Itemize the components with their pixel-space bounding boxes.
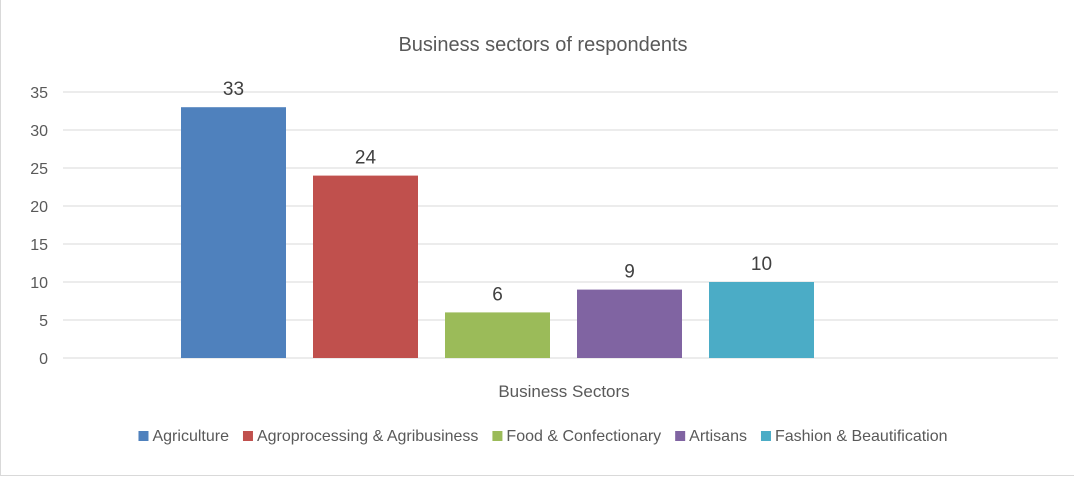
legend-label: Food & Confectionary — [506, 428, 661, 445]
y-tick-label: 30 — [30, 123, 48, 140]
legend-label: Artisans — [689, 428, 747, 445]
y-tick-label: 0 — [39, 351, 48, 368]
data-label: 24 — [355, 148, 377, 169]
bar-2 — [313, 175, 418, 358]
gridlines — [63, 91, 1058, 359]
legend-label: Agroprocessing & Agribusiness — [257, 428, 478, 445]
y-tick-label: 5 — [39, 313, 48, 330]
bar-3 — [445, 312, 550, 358]
bar-5 — [709, 282, 814, 358]
data-labels: 33 24 6 9 10 — [223, 79, 772, 305]
x-axis-title: Business Sectors — [498, 382, 629, 401]
bar-1 — [181, 107, 286, 358]
legend-swatch — [760, 431, 771, 441]
legend-swatch — [242, 431, 253, 441]
chart-title: Business sectors of respondents — [398, 34, 687, 56]
legend-swatch — [492, 431, 503, 441]
data-label: 6 — [492, 284, 503, 305]
data-label: 9 — [624, 262, 635, 283]
bars — [181, 107, 814, 358]
legend-label: Fashion & Beautification — [775, 428, 948, 445]
legend-swatch — [675, 431, 686, 441]
legend-label: Agriculture — [152, 428, 229, 445]
legend: Agriculture Agroprocessing & Agribusiness… — [138, 428, 948, 445]
bar-4 — [577, 289, 682, 358]
y-tick-label: 15 — [30, 237, 48, 254]
y-tick-label: 20 — [30, 199, 48, 216]
y-axis-ticks: 0 5 10 15 20 25 30 35 — [30, 85, 48, 368]
y-tick-label: 25 — [30, 161, 48, 178]
y-tick-label: 35 — [30, 85, 48, 102]
legend-swatch — [138, 431, 149, 441]
y-tick-label: 10 — [30, 275, 48, 292]
data-label: 33 — [223, 79, 244, 100]
data-label: 10 — [751, 254, 772, 275]
